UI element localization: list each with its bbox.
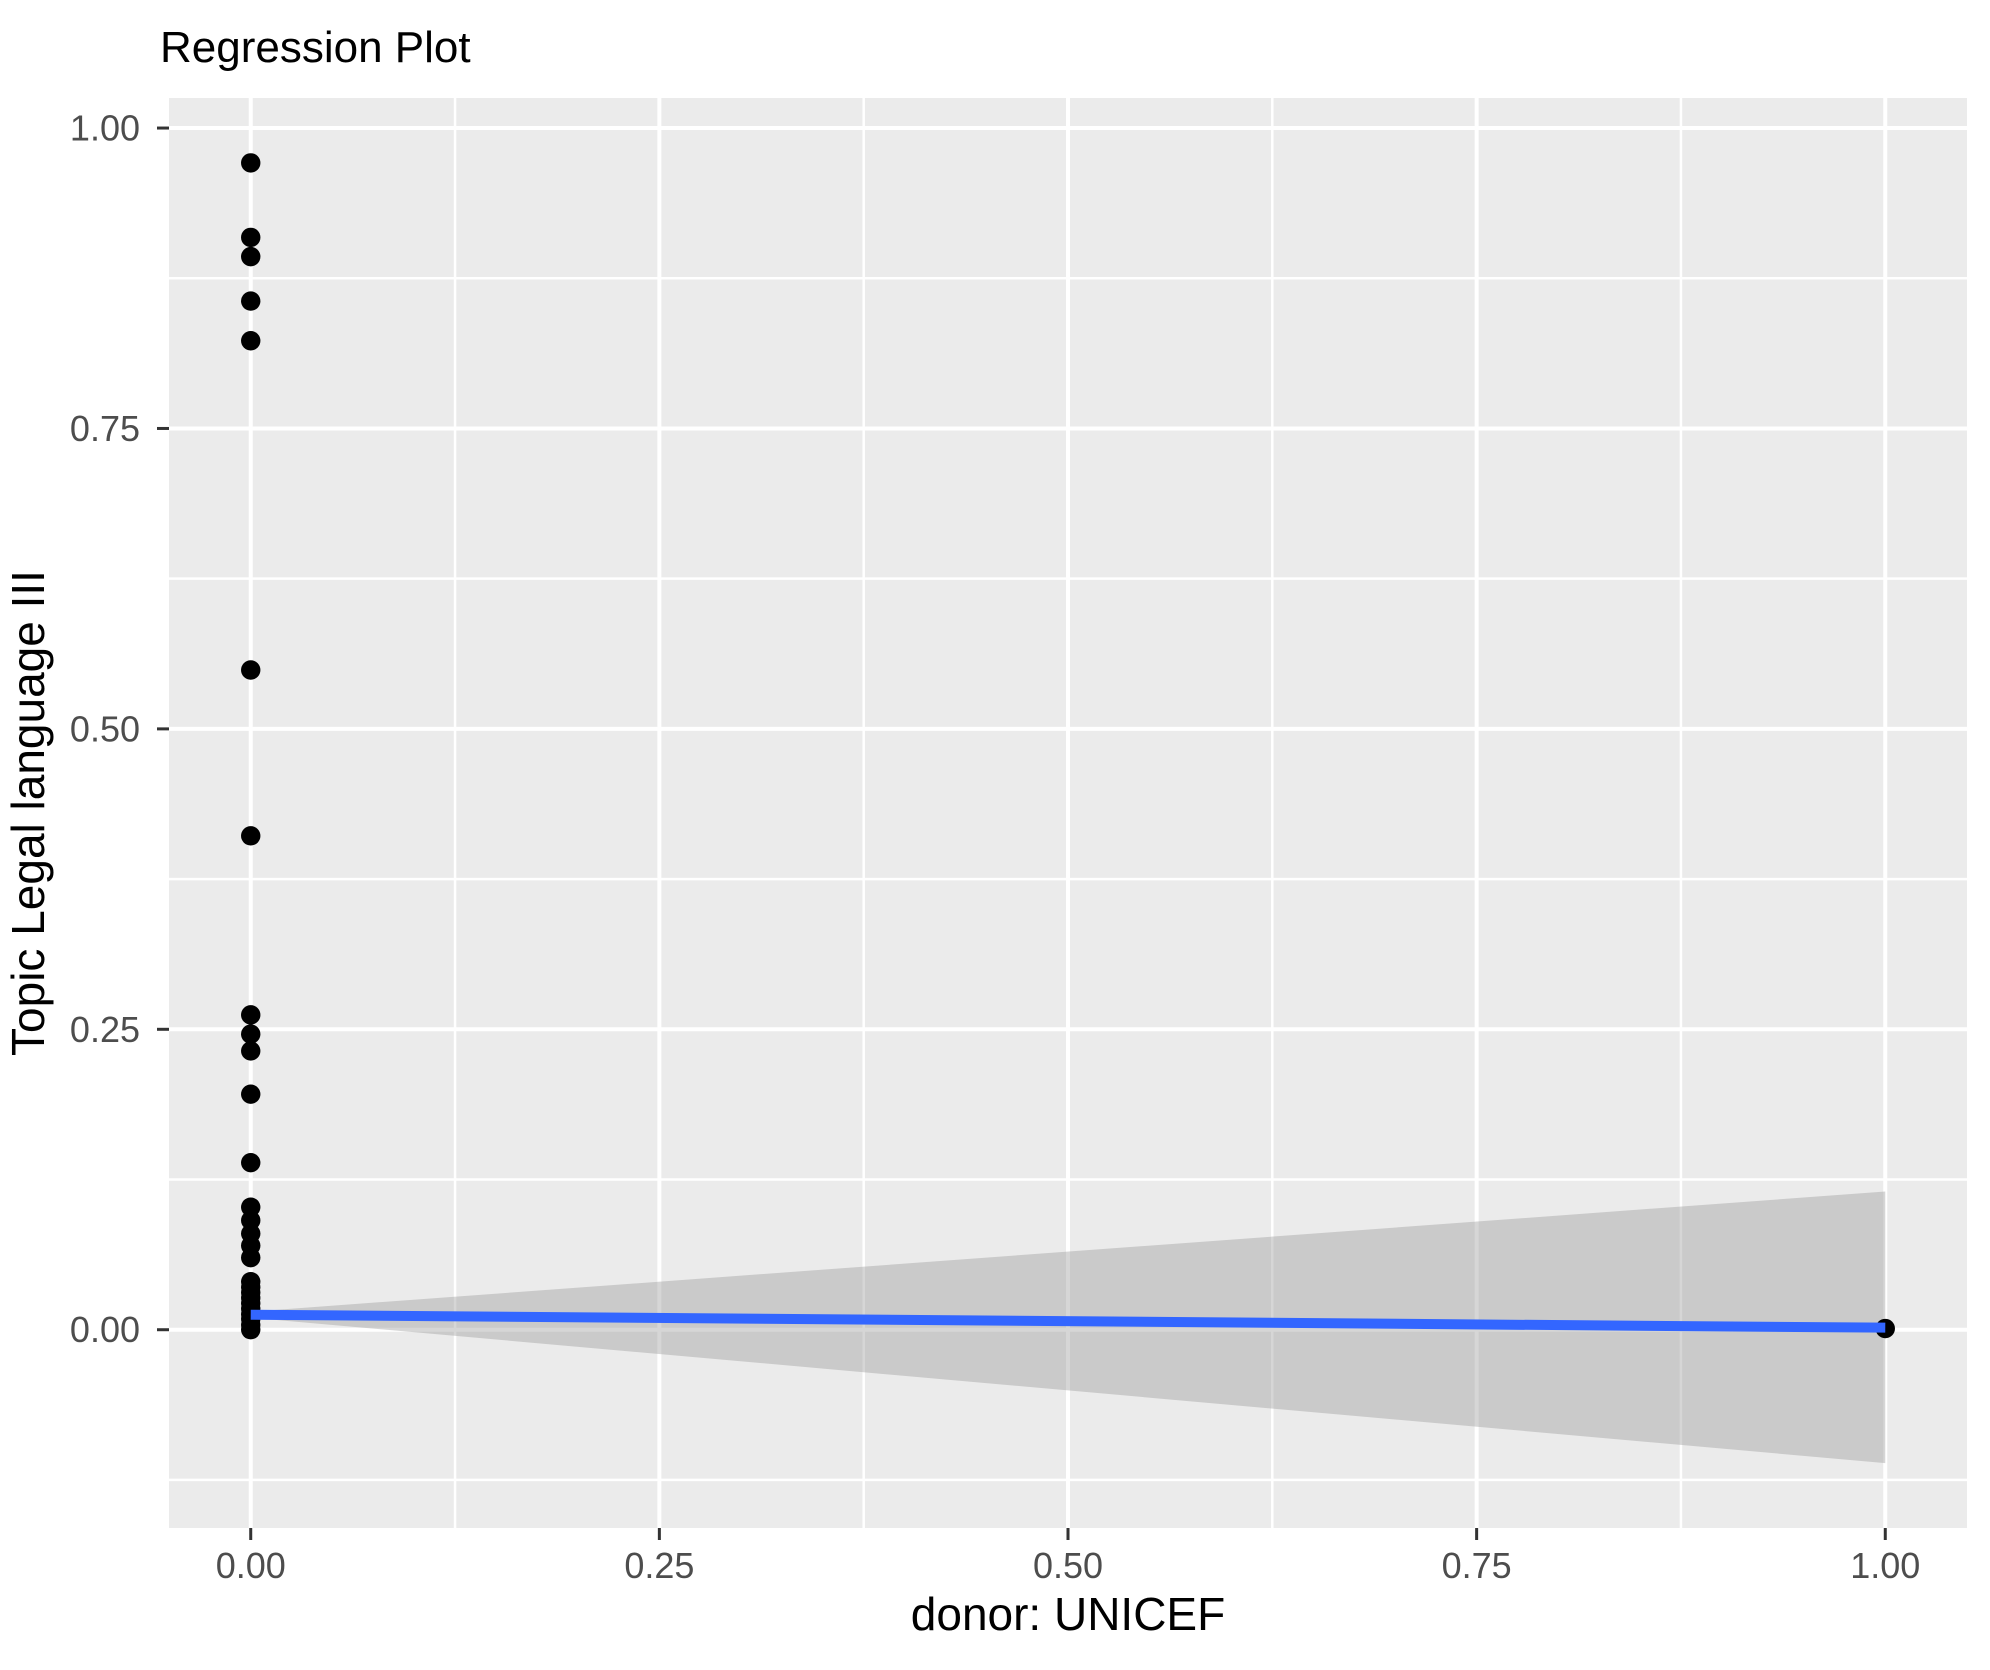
data-point [241,246,261,267]
plot-title: Regression Plot [160,23,471,72]
x-tick-label: 0.00 [216,1545,286,1586]
data-point [241,1005,261,1025]
data-point [241,291,261,311]
x-tick-label: 0.50 [1033,1545,1103,1586]
y-tick-label: 0.75 [70,408,140,449]
data-point [241,331,261,351]
data-point [241,826,261,846]
data-point [241,1152,261,1173]
x-tick-label: 0.25 [624,1545,694,1586]
chart-layers: 0.00 0.25 0.50 0.75 1.00 0.00 0.25 0.50 0.75 1.00 [70,98,1967,1586]
confidence-band [250,1191,1886,1464]
y-tick-label: 0.50 [70,708,140,749]
regression-line [250,1309,1886,1333]
y-tick-label: 1.00 [70,108,140,149]
data-point [241,227,261,248]
data-point [241,1320,261,1340]
data-point [241,1024,261,1044]
x-tick-label: 0.75 [1442,1545,1512,1586]
data-point [241,1041,261,1061]
x-tick-label: 1.00 [1850,1545,1920,1586]
data-point [241,153,261,173]
data-point [241,1084,261,1104]
data-point [241,660,261,680]
y-tick-label: 0.00 [70,1309,140,1350]
y-tick-label: 0.25 [70,1009,140,1050]
y-axis-title: Topic Legal language III [2,570,54,1056]
data-point [241,1247,261,1268]
x-axis-title: donor: UNICEF [911,1588,1225,1640]
